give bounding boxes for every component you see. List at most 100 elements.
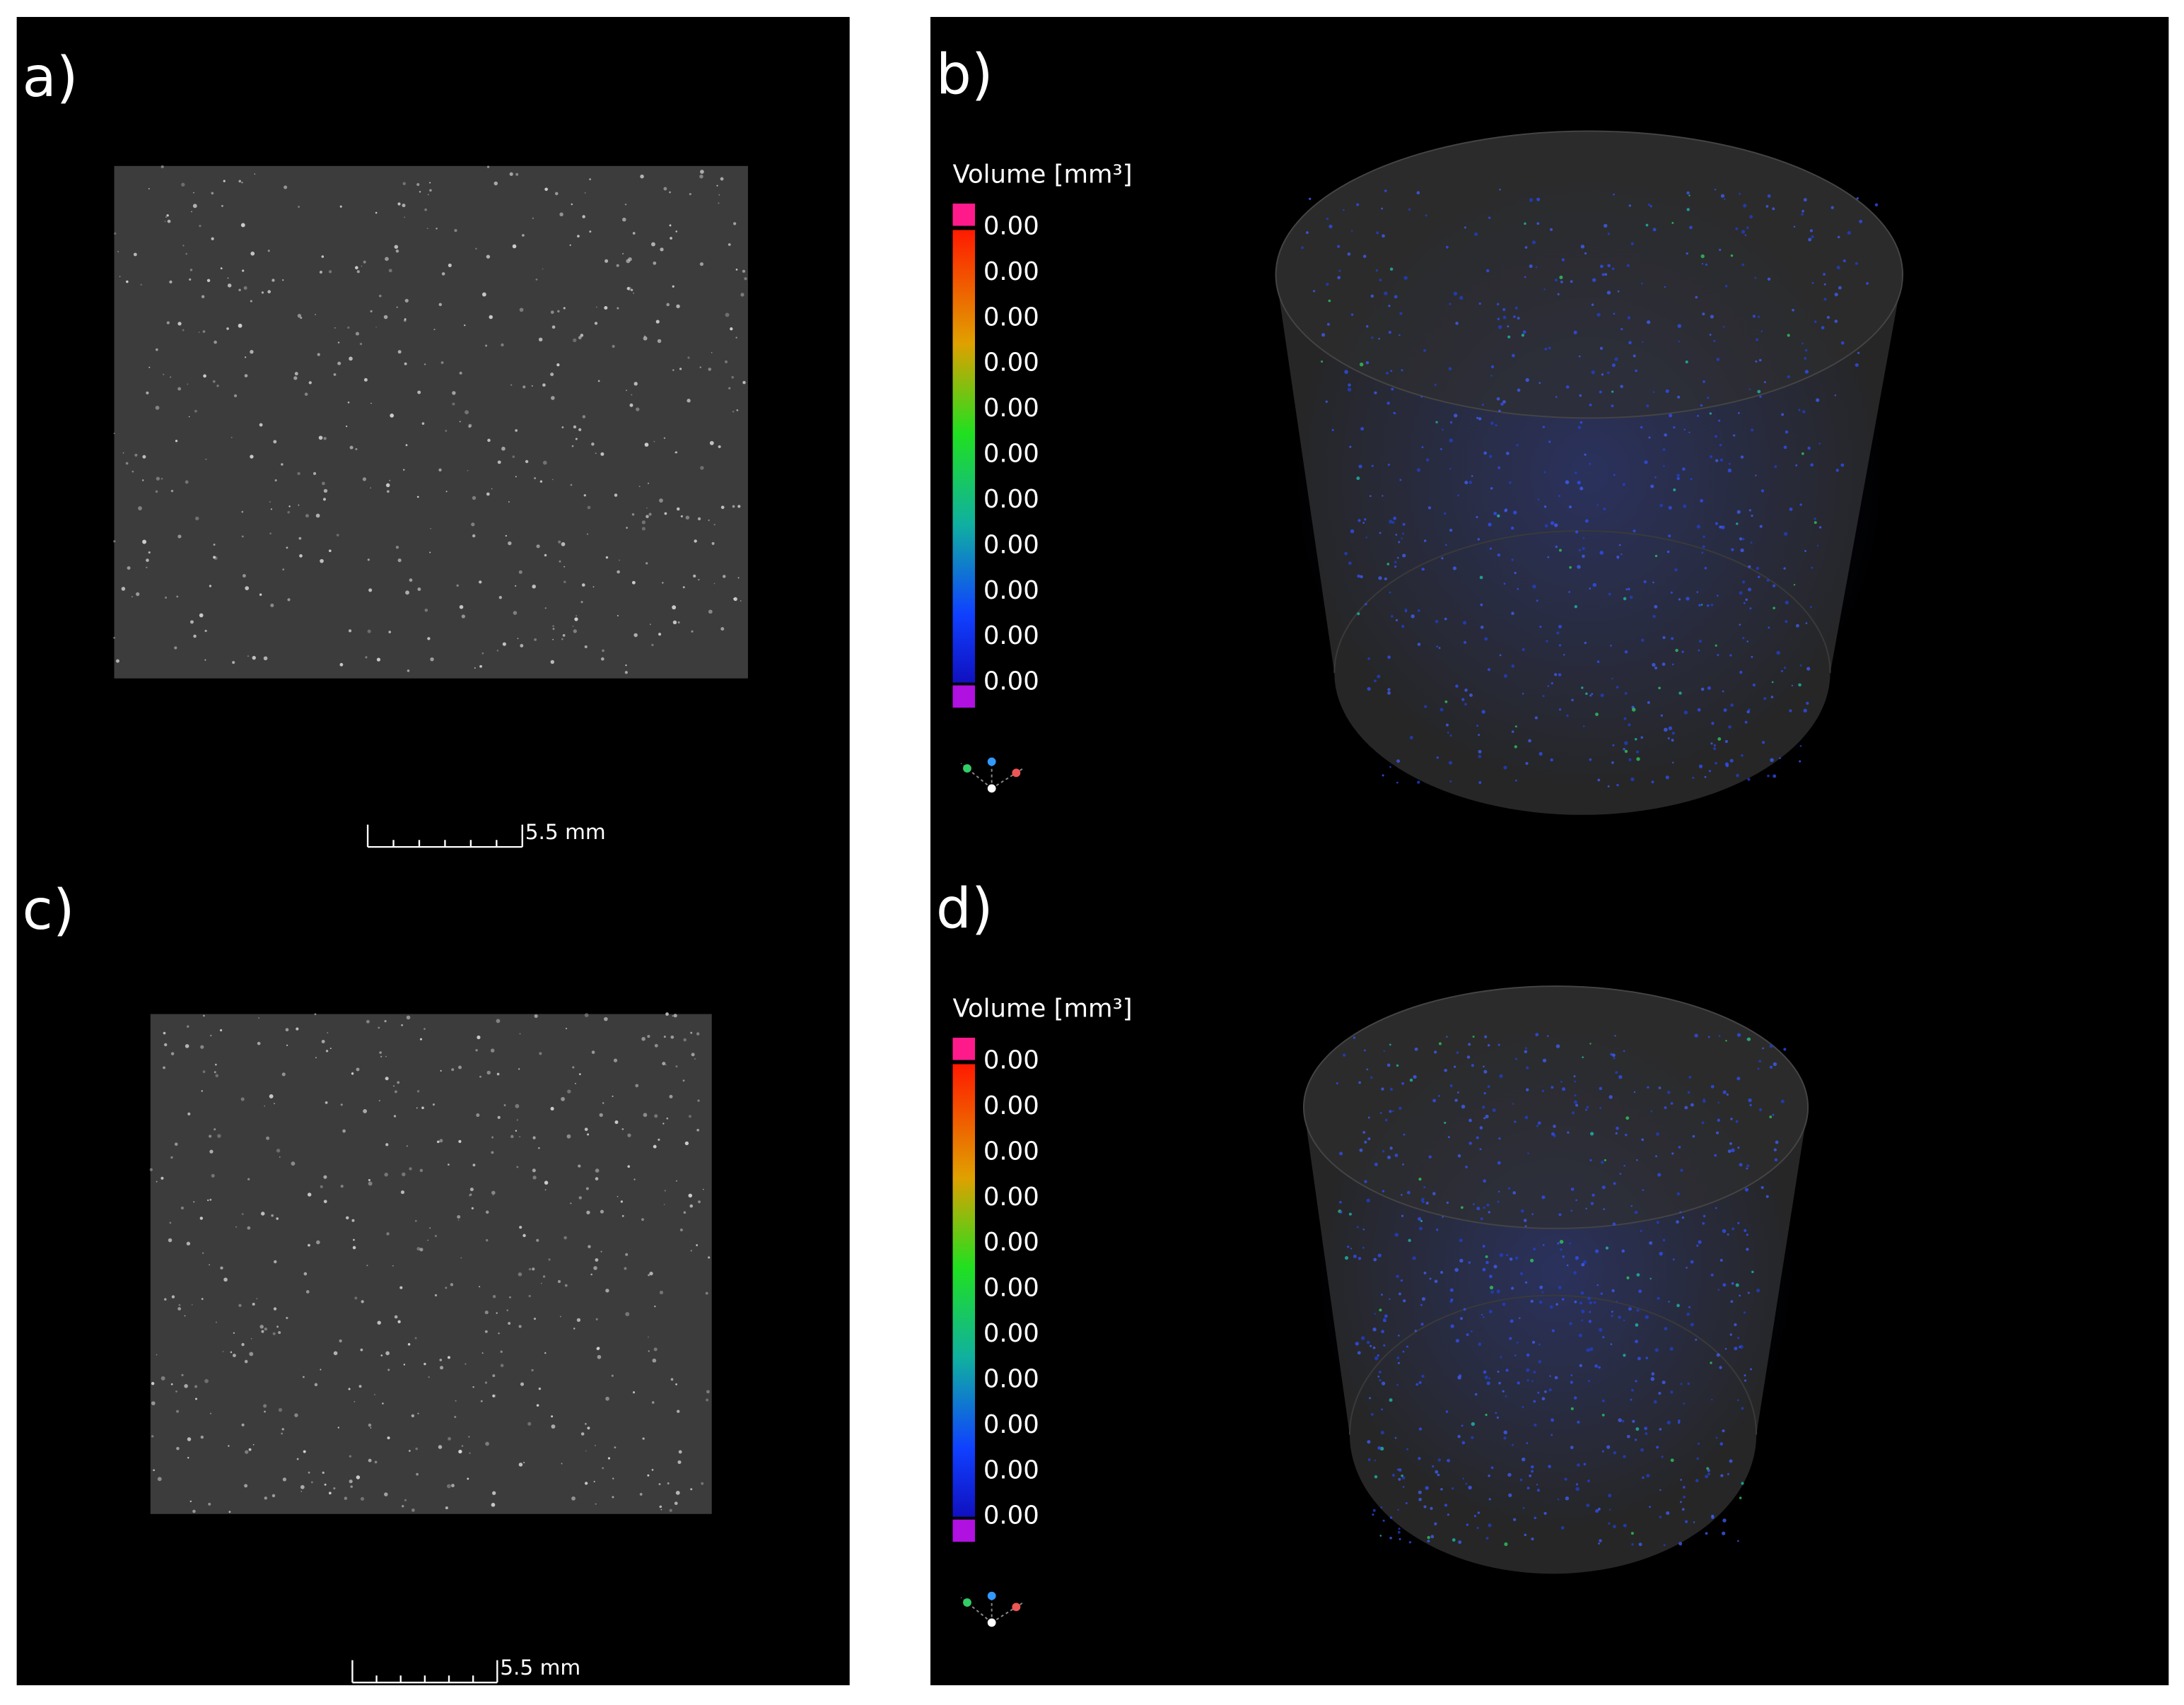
pore [1465,1165,1468,1168]
speck [294,1413,298,1417]
pore [1673,488,1676,492]
pore [1690,477,1693,481]
speck [176,1410,180,1413]
pore [1758,1060,1762,1063]
speck [655,320,660,324]
speck [379,1051,382,1054]
speck [682,1079,685,1082]
pore [1655,1155,1657,1158]
pore [1355,1342,1360,1346]
speck [675,1065,678,1068]
speck [417,1412,419,1414]
pore [1728,462,1731,465]
pore [1511,558,1514,561]
speck [682,586,685,589]
speck [570,484,573,486]
pore [1634,1210,1638,1214]
pore [1785,600,1789,605]
pore [1551,1132,1555,1136]
speck [440,1070,442,1072]
pore [1585,1207,1587,1210]
speck [597,1354,602,1359]
pore [1485,1413,1488,1417]
speck [720,177,724,181]
pore [1570,1381,1573,1384]
pore [1645,223,1649,227]
speck [298,537,302,540]
speck [188,416,190,418]
pore [1676,476,1680,481]
speck [238,1303,242,1308]
pore [1739,591,1743,595]
pore [1816,398,1820,402]
speck [573,338,577,343]
pore [1550,521,1555,525]
pore [1321,361,1324,363]
pore [1783,1048,1787,1051]
pore [1838,286,1842,290]
speck [574,617,578,621]
pore [1465,1482,1468,1485]
speck [170,1156,173,1159]
pore [1765,1195,1769,1198]
pore [1688,1076,1692,1079]
pore [1488,1475,1490,1477]
speck [585,1482,588,1485]
speck [232,661,235,664]
pore [1727,468,1732,473]
pore [1633,1091,1636,1094]
speck [509,1296,511,1299]
speck [404,318,407,320]
speck [532,1168,536,1173]
pore [1628,723,1631,727]
pore [1426,458,1430,462]
speck [182,329,185,332]
pore [1502,315,1507,320]
speck [469,1193,472,1196]
pore [1538,1343,1541,1346]
pore [1397,1508,1399,1511]
pore [1647,320,1651,324]
speck [194,1385,198,1388]
pore [1466,1055,1471,1059]
pore [1408,208,1411,211]
speck [339,662,344,667]
speck [170,489,174,493]
pore [1369,1397,1372,1400]
pore [1504,1542,1508,1547]
pore [1508,1493,1512,1497]
speck [675,1180,677,1182]
speck [551,1415,554,1418]
speck [189,1500,192,1503]
pore [1513,510,1517,515]
speck [480,1400,483,1402]
speck [355,332,360,336]
speck [405,444,408,447]
speck [384,1172,388,1177]
speck [264,1410,266,1413]
speck [594,322,598,325]
pore [1814,521,1817,525]
speck [451,1484,455,1487]
pore [1483,1065,1485,1068]
speck [279,1156,281,1158]
speck [648,1350,650,1352]
speck [517,638,519,640]
speck [580,601,583,604]
pore [1711,722,1715,725]
pore [1379,532,1382,534]
speck [669,224,672,227]
speck [368,1181,373,1186]
pore [1350,529,1355,534]
speck [383,315,388,320]
colorbar-label: 0.00 [983,1183,1039,1212]
pore [1541,1195,1546,1200]
pore [1722,325,1725,328]
pore [1497,317,1500,320]
speck [632,232,636,235]
pore [1716,594,1719,597]
speck [512,455,515,458]
pore [1577,565,1581,569]
pore [1586,1106,1589,1109]
pore [1631,1388,1634,1392]
